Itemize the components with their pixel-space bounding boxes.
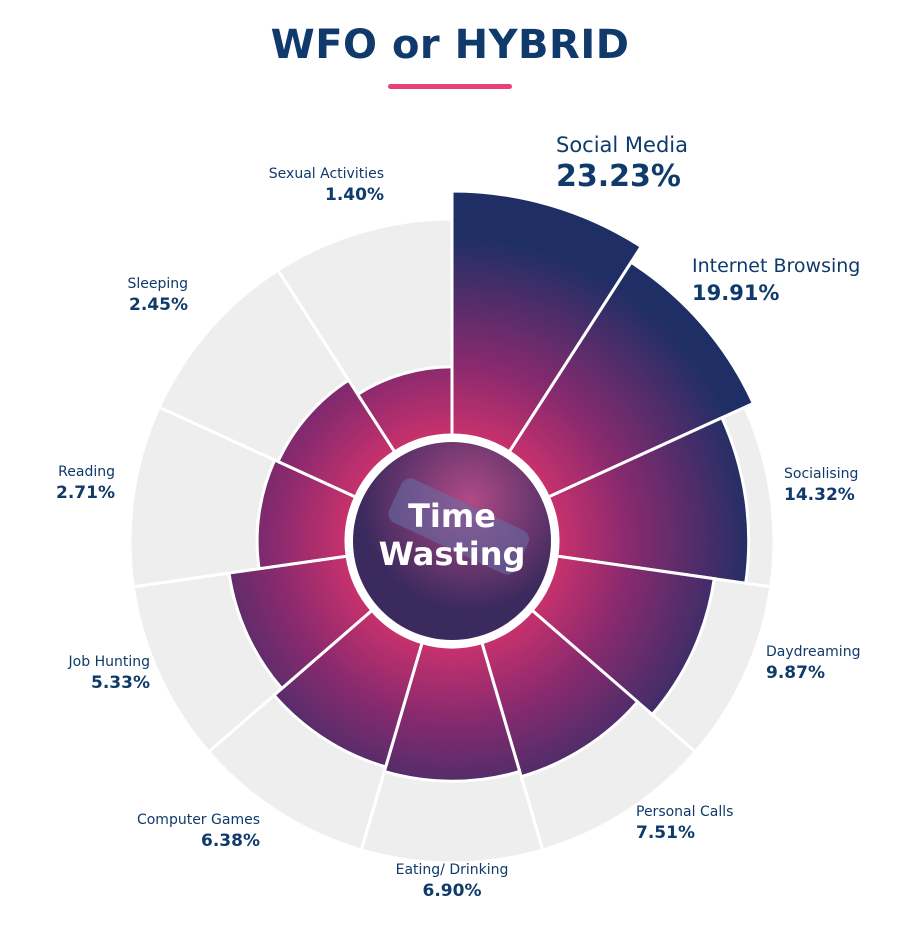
label-personal-calls: Personal Calls 7.51% bbox=[636, 804, 733, 843]
category-label: Social Media bbox=[556, 133, 688, 157]
value-label: 7.51% bbox=[636, 823, 695, 843]
center-label-line: Time bbox=[408, 497, 496, 535]
chart-title: WFO or HYBRID bbox=[270, 22, 630, 68]
label-computer-games: Computer Games 6.38% bbox=[137, 812, 260, 851]
value-label: 23.23% bbox=[556, 159, 681, 194]
label-internet-browsing: Internet Browsing 19.91% bbox=[692, 255, 860, 305]
label-reading: Reading 2.71% bbox=[56, 464, 115, 503]
label-job-hunting: Job Hunting 5.33% bbox=[68, 654, 150, 693]
category-label: Reading bbox=[58, 464, 115, 480]
value-label: 14.32% bbox=[784, 485, 855, 505]
category-label: Socialising bbox=[784, 466, 858, 482]
sector-sleeping bbox=[276, 378, 397, 499]
label-daydreaming: Daydreaming 9.87% bbox=[766, 644, 860, 683]
value-label: 19.91% bbox=[692, 281, 779, 305]
category-label: Daydreaming bbox=[766, 644, 860, 660]
label-sleeping: Sleeping 2.45% bbox=[127, 276, 188, 315]
label-sexual-activities: Sexual Activities 1.40% bbox=[269, 166, 384, 205]
category-label: Eating/ Drinking bbox=[396, 862, 509, 878]
value-sectors bbox=[227, 189, 756, 783]
category-label: Sexual Activities bbox=[269, 166, 384, 182]
label-eating-drinking: Eating/ Drinking 6.90% bbox=[396, 862, 509, 901]
phone-icon bbox=[388, 478, 530, 575]
value-label: 1.40% bbox=[325, 185, 384, 205]
category-label: Personal Calls bbox=[636, 804, 733, 820]
category-label: Computer Games bbox=[137, 812, 260, 828]
value-label: 5.33% bbox=[91, 673, 150, 693]
category-label: Sleeping bbox=[127, 276, 188, 292]
value-label: 2.45% bbox=[129, 295, 188, 315]
title-underline bbox=[388, 84, 512, 89]
value-label: 2.71% bbox=[56, 483, 115, 503]
category-label: Job Hunting bbox=[68, 654, 150, 670]
center-label-line: Wasting bbox=[379, 535, 526, 573]
category-label: Internet Browsing bbox=[692, 255, 860, 277]
value-label: 6.38% bbox=[201, 831, 260, 851]
value-label: 9.87% bbox=[766, 663, 825, 683]
label-socialising: Socialising 14.32% bbox=[784, 466, 858, 505]
value-label: 6.90% bbox=[423, 881, 482, 901]
sector-sexual-activities bbox=[355, 365, 454, 454]
